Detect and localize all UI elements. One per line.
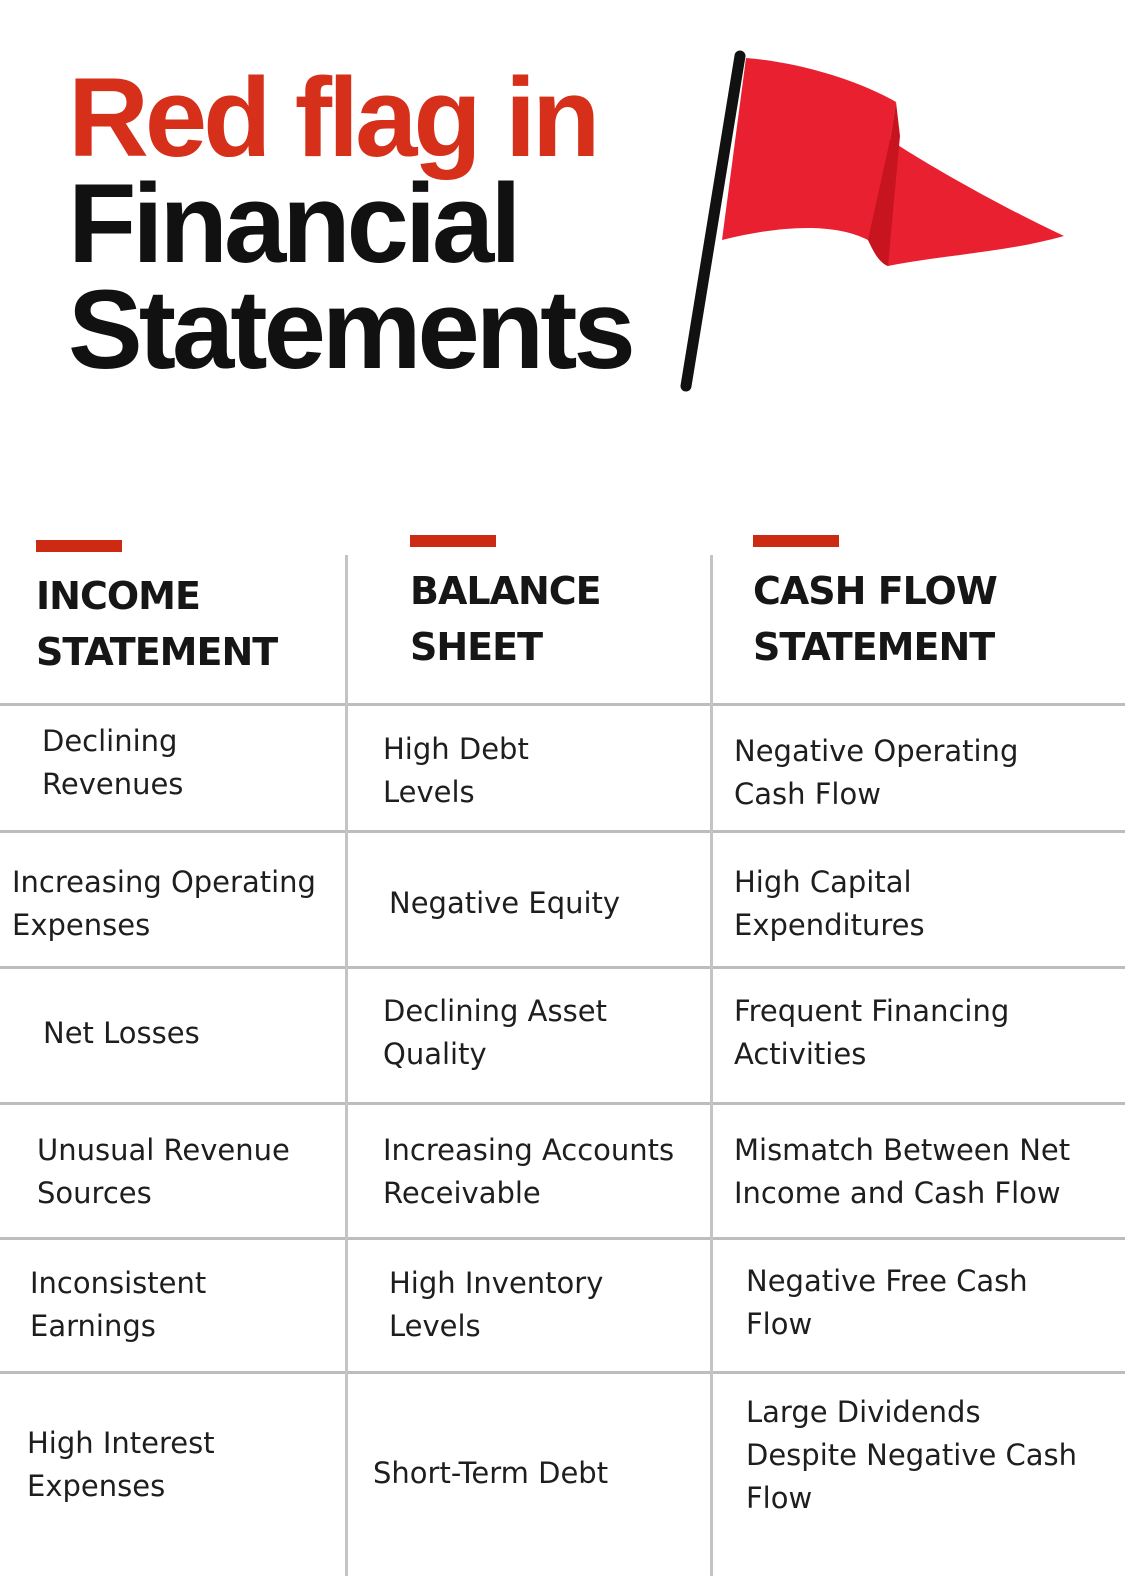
column-header-label: CASH FLOW STATEMENT: [753, 569, 998, 669]
table-cell: High Capital Expenditures: [734, 865, 925, 942]
table-cell: Net Losses: [43, 1016, 200, 1050]
header-accent-bar: [410, 535, 496, 547]
table-cell: Declining Asset Quality: [383, 994, 607, 1071]
table-cell: Negative Free Cash Flow: [746, 1264, 1028, 1341]
table-cell: Short-Term Debt: [373, 1456, 609, 1490]
column-header-balance: BALANCE SHEET: [410, 535, 602, 675]
table-cell: Increasing Operating Expenses: [12, 865, 316, 942]
column-header-label: BALANCE SHEET: [410, 569, 602, 669]
title-line-3: Statements: [68, 267, 636, 392]
header-accent-bar: [753, 535, 839, 547]
row-divider: [0, 1371, 1125, 1374]
table-cell: Unusual Revenue Sources: [37, 1133, 290, 1210]
page-title: Red flag in Financial Statements: [68, 55, 636, 392]
row-divider: [0, 966, 1125, 969]
table-cell: Frequent Financing Activities: [734, 994, 1010, 1071]
row-divider: [0, 703, 1125, 706]
table-cell: Negative Equity: [389, 886, 621, 920]
red-flag-icon: [680, 50, 1064, 392]
table-cell: Inconsistent Earnings: [30, 1266, 207, 1343]
table-cell: Declining Revenues: [42, 724, 184, 801]
table-cell: Increasing Accounts Receivable: [383, 1133, 675, 1210]
table-cell: Negative Operating Cash Flow: [734, 734, 1019, 811]
table-cell: High Debt Levels: [383, 732, 529, 809]
table-cell: High Inventory Levels: [389, 1266, 604, 1343]
table-cell: High Interest Expenses: [27, 1426, 215, 1503]
column-header-label: INCOME STATEMENT: [36, 574, 278, 674]
row-divider: [0, 1237, 1125, 1240]
row-divider: [0, 830, 1125, 833]
row-divider: [0, 1102, 1125, 1105]
column-header-income: INCOME STATEMENT: [36, 540, 278, 680]
flag-fold: [868, 102, 900, 266]
table-cell: Mismatch Between Net Income and Cash Flo…: [734, 1133, 1071, 1210]
table-cell: Large Dividends Despite Negative Cash Fl…: [746, 1395, 1078, 1515]
column-divider: [710, 555, 713, 1576]
flag-pole: [680, 50, 746, 392]
header-accent-bar: [36, 540, 122, 552]
column-divider: [345, 555, 348, 1576]
title-line-1: Red flag in: [68, 55, 600, 180]
title-line-2: Financial: [68, 161, 521, 286]
column-header-cashflow: CASH FLOW STATEMENT: [753, 535, 998, 675]
